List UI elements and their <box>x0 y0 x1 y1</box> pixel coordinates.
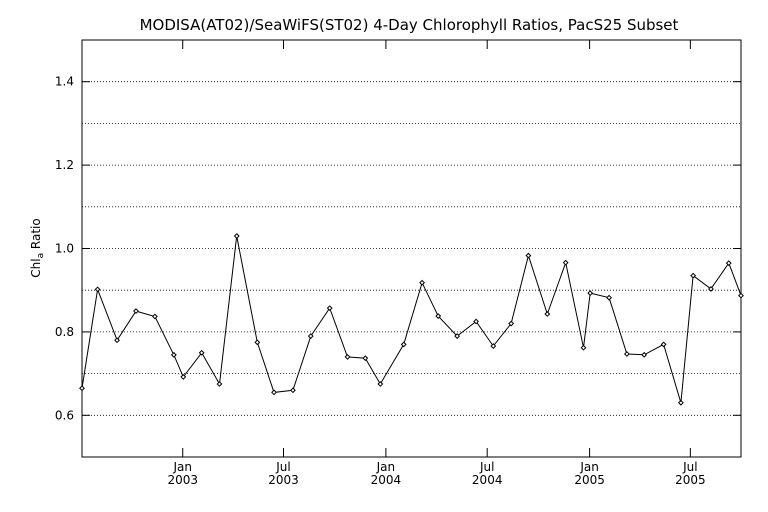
data-point <box>435 313 442 319</box>
data-point <box>180 374 187 380</box>
x-tick-month: Jan <box>376 460 396 474</box>
data-point <box>114 337 120 344</box>
data-point <box>490 343 497 349</box>
data-point <box>377 381 384 387</box>
data-point <box>641 351 648 358</box>
data-point <box>587 290 594 297</box>
chart-title: MODISA(AT02)/SeaWiFS(ST02) 4-Day Chlorop… <box>140 16 679 34</box>
data-point <box>725 260 732 267</box>
data-point <box>233 233 240 239</box>
x-tick-month: Jan <box>579 460 599 474</box>
data-point <box>216 381 223 387</box>
data-point <box>473 318 479 325</box>
data-point <box>580 344 587 351</box>
data-point <box>290 387 296 394</box>
data-point <box>708 286 714 292</box>
data-point <box>400 341 407 348</box>
data-point <box>307 333 314 339</box>
x-tick-month: Jul <box>682 460 697 474</box>
data-point <box>133 308 139 314</box>
x-tick-year: 2003 <box>268 473 299 487</box>
data-point <box>623 351 630 357</box>
data-point <box>254 339 261 346</box>
y-tick-label: 0.6 <box>55 408 74 422</box>
y-tick-label: 1.4 <box>55 75 74 89</box>
y-axis-label-subscript: a <box>36 253 46 259</box>
y-tick-label: 1.0 <box>55 242 74 256</box>
axis-ticks: 0.60.81.01.21.4Jan2003Jul2003Jan2004Jul2… <box>55 40 741 487</box>
data-point <box>677 399 684 406</box>
data-point <box>94 286 101 293</box>
y-tick-label: 0.8 <box>55 325 74 339</box>
data-point <box>525 252 532 259</box>
data-point <box>660 341 667 348</box>
data-point <box>690 272 697 279</box>
data-point <box>344 354 351 360</box>
series-line <box>81 235 742 403</box>
data-point <box>508 320 515 327</box>
data-point <box>454 333 461 339</box>
data-point <box>326 305 333 312</box>
x-tick-year: 2003 <box>167 473 198 487</box>
data-point <box>79 385 85 392</box>
y-axis-label: Chla Ratio <box>29 218 46 277</box>
x-tick-month: Jan <box>172 460 192 474</box>
data-point <box>198 349 205 356</box>
data-point <box>562 259 569 266</box>
plot-frame <box>81 39 742 458</box>
y-axis-label-tail: Ratio <box>29 218 43 253</box>
x-tick-month: Jul <box>479 460 494 474</box>
data-point <box>271 389 277 396</box>
x-tick-year: 2005 <box>675 473 706 487</box>
data-point <box>606 294 612 301</box>
x-tick-month: Jul <box>275 460 290 474</box>
data-point <box>362 355 369 362</box>
grid <box>82 81 741 416</box>
data-point <box>544 311 551 317</box>
data-point <box>170 351 177 358</box>
y-axis-label-main: Chl <box>29 258 43 277</box>
data-point <box>152 313 158 320</box>
x-tick-year: 2005 <box>574 473 605 487</box>
x-tick-year: 2004 <box>371 473 402 487</box>
data-point <box>419 279 425 286</box>
y-tick-label: 1.2 <box>55 158 74 172</box>
x-tick-year: 2004 <box>472 473 503 487</box>
series <box>79 233 744 406</box>
data-point <box>738 292 744 299</box>
